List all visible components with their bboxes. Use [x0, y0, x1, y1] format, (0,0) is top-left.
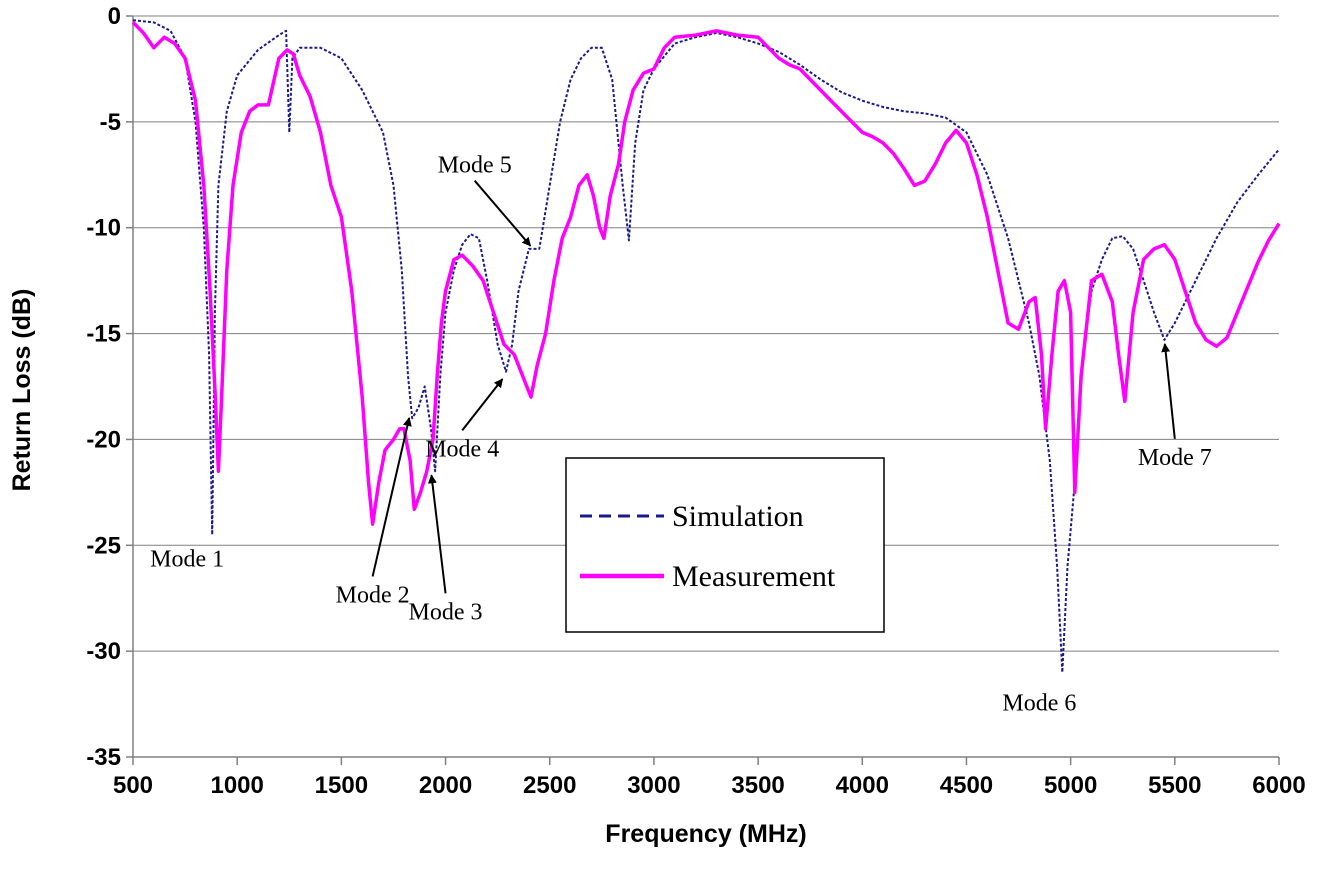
x-tick-label: 500	[113, 772, 153, 799]
annotation-label: Mode 7	[1138, 445, 1212, 471]
x-tick-label: 1000	[210, 772, 263, 799]
annotation-label: Mode 3	[409, 599, 483, 625]
x-tick-label: 4500	[940, 772, 993, 799]
series-line-measurement	[131, 21, 1281, 526]
x-tick-label: 5500	[1148, 772, 1201, 799]
x-tick-labels: 500 1000 1500 2000 2500 3000 3500 4000 4500 5000 5…	[113, 772, 1306, 799]
y-tick-label: -30	[86, 638, 121, 665]
x-axis-title: Frequency (MHz)	[605, 820, 806, 848]
y-tick-label: -35	[86, 744, 121, 771]
annotation-arrow	[371, 417, 412, 577]
legend-box	[565, 457, 885, 633]
y-tick-label: -15	[86, 321, 121, 348]
x-tick-label: 2500	[523, 772, 576, 799]
y-axis-title: Return Loss (dB)	[8, 289, 36, 492]
x-tick-label: 1500	[315, 772, 368, 799]
x-tick-label: 3500	[731, 772, 784, 799]
x-tick-label: 2000	[419, 772, 472, 799]
series-line-simulation	[132, 19, 1280, 674]
legend-label-simulation: Simulation	[672, 500, 804, 533]
y-tick-label: 0	[108, 3, 121, 30]
legend: Simulation Measurement	[565, 457, 885, 633]
x-tick-label: 6000	[1252, 772, 1305, 799]
annotation-arrow	[427, 474, 447, 594]
annotation-arrow	[461, 378, 504, 431]
annotation-arrow	[1161, 343, 1176, 439]
y-tick-label: -5	[100, 109, 121, 136]
y-tick-labels: 0 -5 -10 -15 -20 -25 -30 -35	[86, 3, 121, 771]
annotation-label: Mode 4	[425, 436, 499, 462]
y-tick-label: -10	[86, 215, 121, 242]
annotation-arrow	[473, 180, 532, 247]
annotation-label: Mode 1	[150, 546, 224, 572]
y-tick-label: -20	[86, 426, 121, 453]
annotation-label: Mode 5	[438, 153, 512, 179]
x-tick-label: 3000	[627, 772, 680, 799]
legend-label-measurement: Measurement	[672, 560, 836, 593]
series-lines	[131, 19, 1281, 674]
annotation-label: Mode 6	[1002, 690, 1076, 716]
annotation-label: Mode 2	[336, 582, 410, 608]
y-tick-label: -25	[86, 532, 121, 559]
x-tick-label: 4000	[836, 772, 889, 799]
x-tick-label: 5000	[1044, 772, 1097, 799]
axes	[126, 15, 1280, 765]
